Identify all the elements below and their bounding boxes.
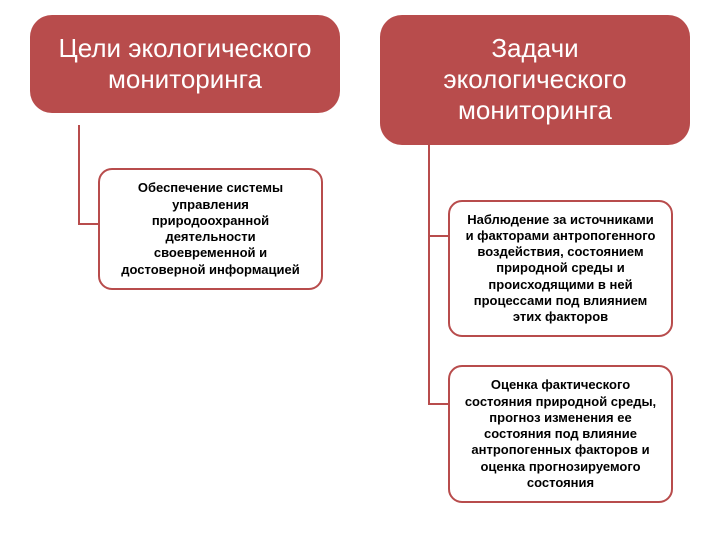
left-connector-horz-0 — [78, 223, 100, 225]
right-connector-vert — [428, 125, 430, 405]
right-child-1: Оценка фактического состояния природной … — [448, 365, 673, 503]
left-connector-vert — [78, 125, 80, 225]
right-connector-horz-1 — [428, 403, 450, 405]
left-column: Цели экологического мониторинга Обеспече… — [30, 15, 340, 290]
left-header: Цели экологического мониторинга — [30, 15, 340, 113]
right-connector-horz-0 — [428, 235, 450, 237]
right-header: Задачи экологического мониторинга — [380, 15, 690, 145]
left-child-0: Обеспечение системы управления природоох… — [98, 168, 323, 290]
right-child-0: Наблюдение за источниками и факторами ан… — [448, 200, 673, 338]
right-column: Задачи экологического мониторинга Наблюд… — [380, 15, 690, 503]
